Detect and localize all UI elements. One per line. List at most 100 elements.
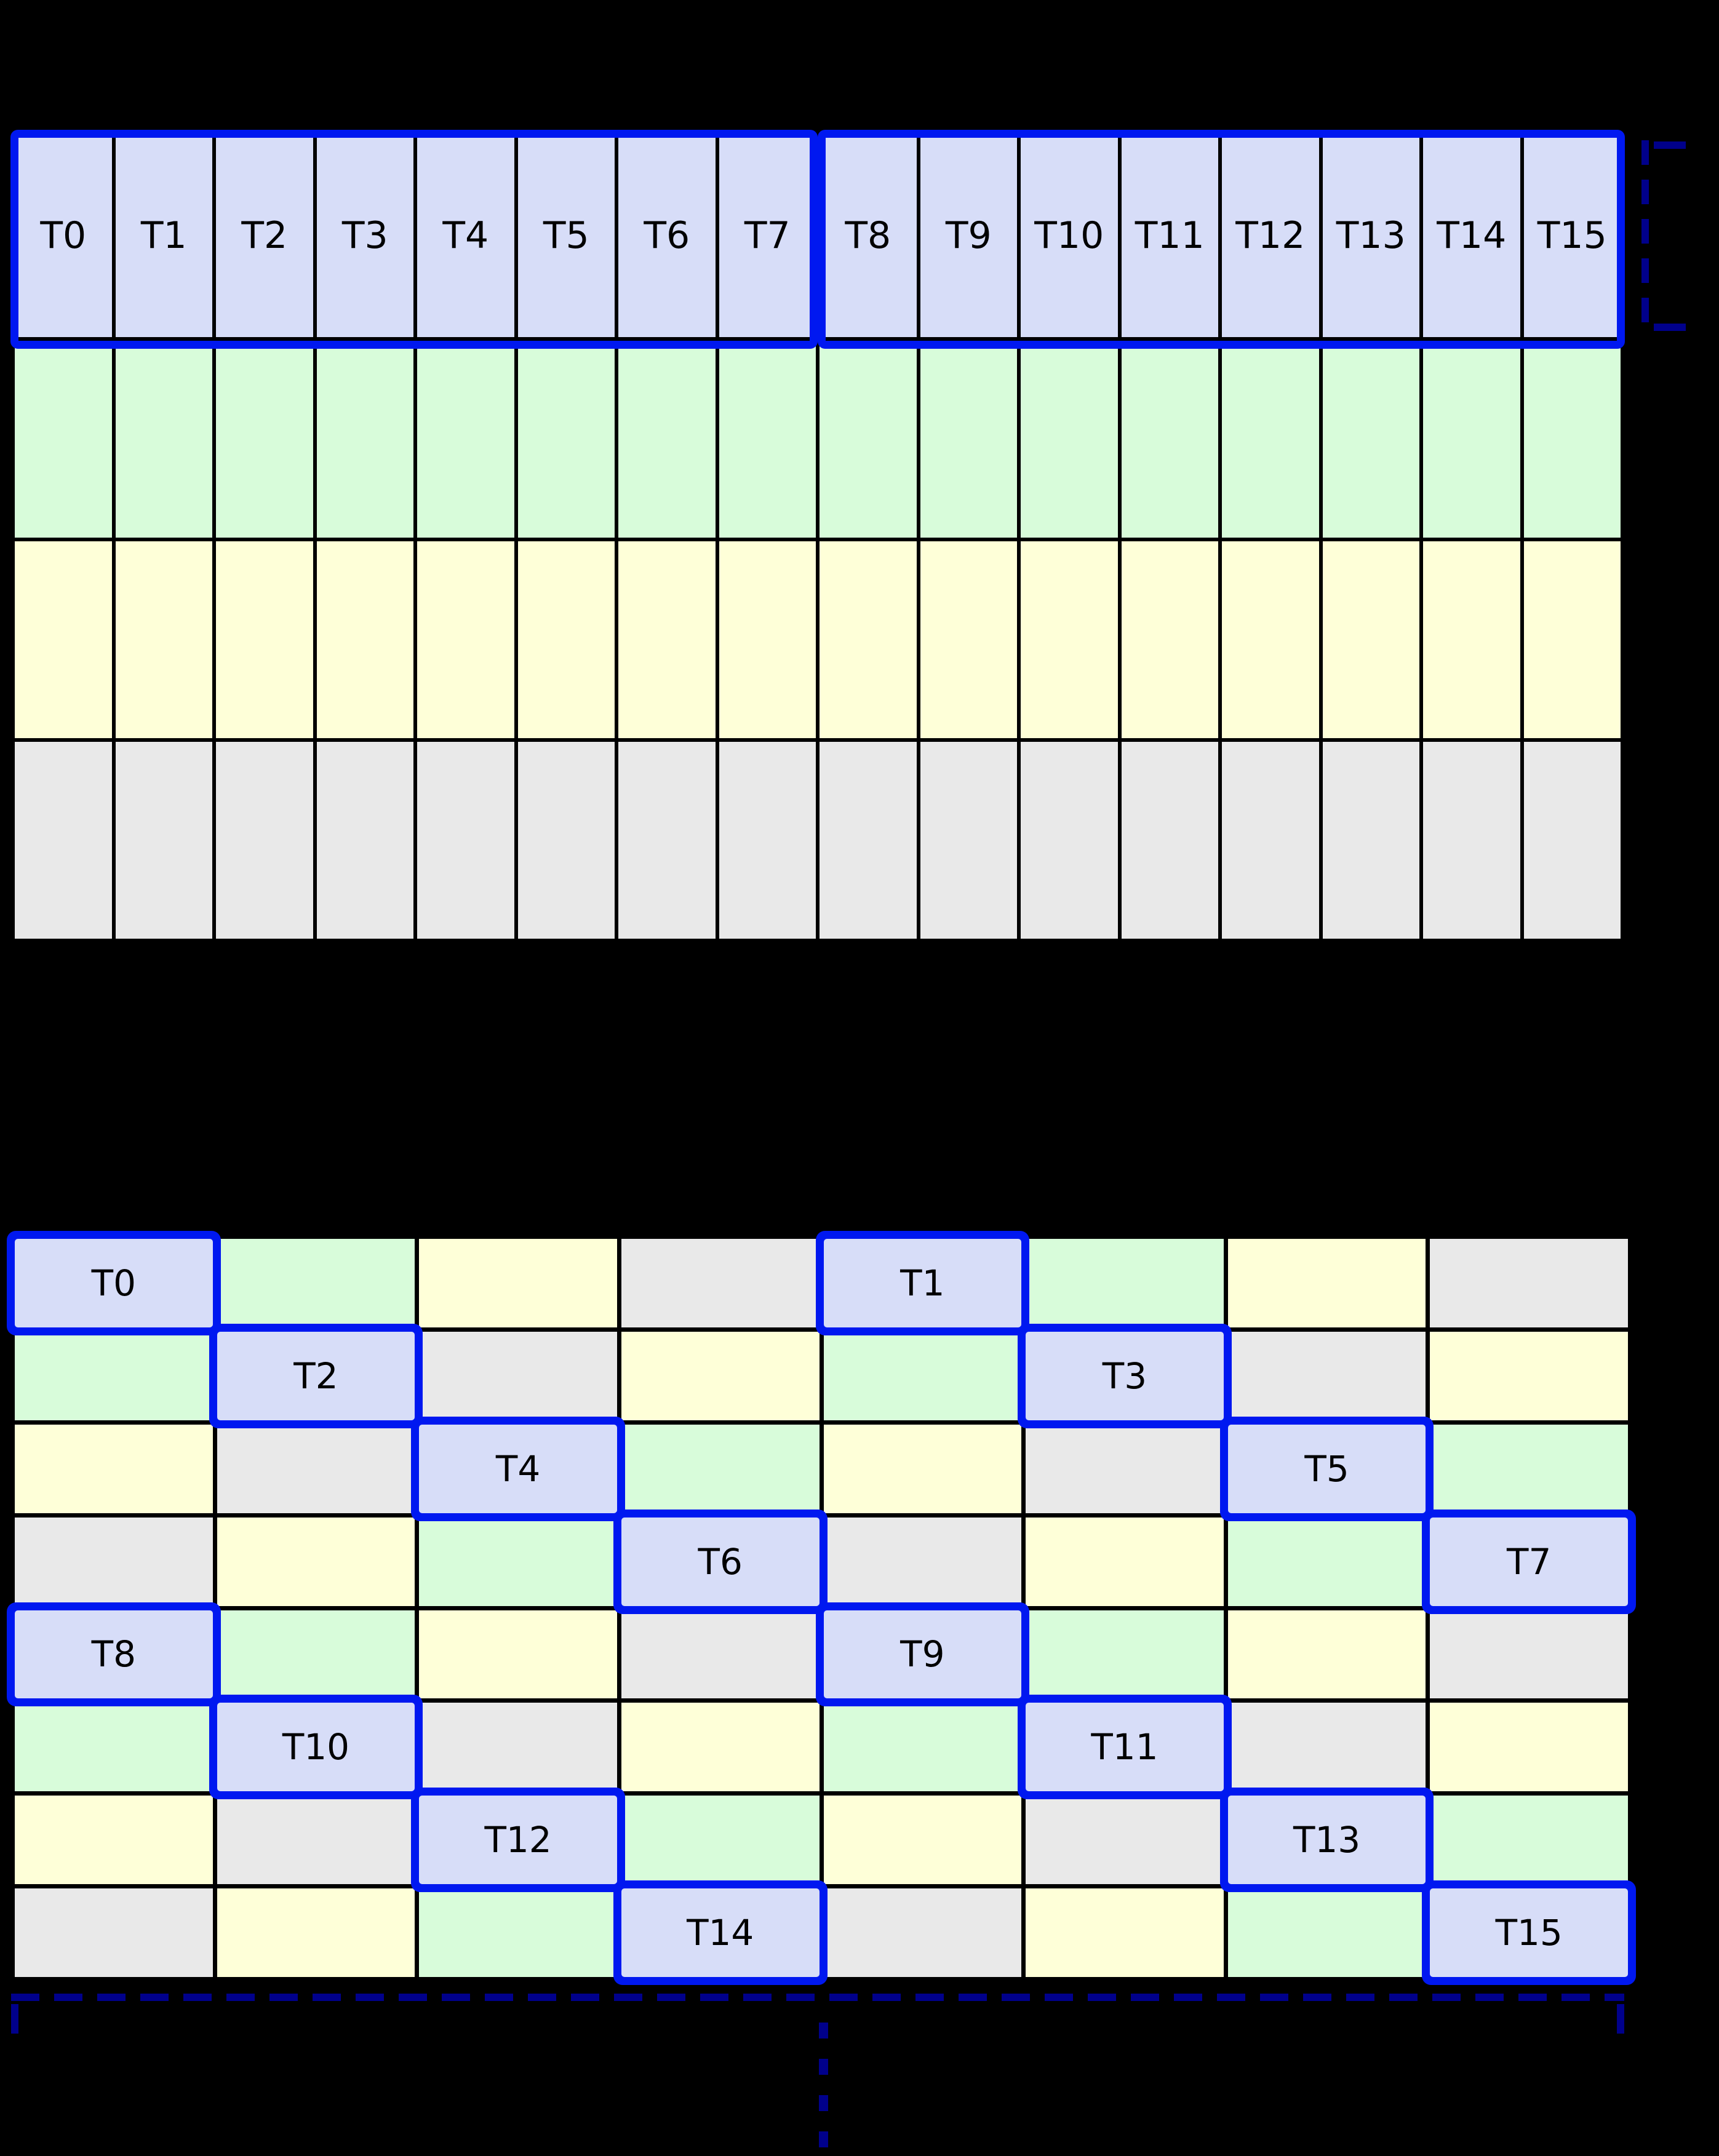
bottom-yellow-cell — [1026, 1888, 1224, 1977]
bottom-thread-cell: T10 — [217, 1703, 415, 1792]
top-thread-cell: T4 — [417, 134, 514, 337]
top-gray-cell — [1523, 742, 1621, 939]
top-yellow-cell — [316, 541, 413, 738]
bottom-green-cell — [419, 1517, 617, 1606]
bottom-thread-cell: T15 — [1430, 1888, 1628, 1977]
bottom-thread-cell: T14 — [621, 1888, 820, 1977]
bottom-green-cell — [823, 1703, 1022, 1792]
bottom-thread-cell: T11 — [1026, 1703, 1224, 1792]
bottom-yellow-cell — [217, 1517, 415, 1606]
continuation-ellipsis-icon — [819, 2023, 828, 2152]
bottom-yellow-cell — [621, 1703, 820, 1792]
top-yellow-cell — [115, 541, 212, 738]
top-gray-cell — [417, 742, 514, 939]
bracket-dashed-line — [11, 1994, 1624, 2001]
bottom-yellow-cell — [217, 1888, 415, 1977]
bottom-green-cell — [1430, 1796, 1628, 1885]
top-green-cell — [316, 341, 413, 538]
bottom-gray-cell — [621, 1610, 820, 1699]
bracket-left-tick — [11, 2004, 18, 2034]
bottom-thread-cell: T2 — [217, 1331, 415, 1420]
bottom-thread-cell: T9 — [823, 1610, 1022, 1699]
top-thread-cell: T0 — [15, 134, 112, 337]
bottom-gray-cell — [15, 1517, 213, 1606]
top-yellow-cell — [417, 541, 514, 738]
top-green-cell — [1322, 341, 1419, 538]
bottom-gray-cell — [621, 1239, 820, 1327]
bottom-gray-cell — [419, 1331, 617, 1420]
bottom-gray-cell — [15, 1888, 213, 1977]
bottom-green-cell — [1026, 1239, 1224, 1327]
bottom-gray-cell — [1227, 1703, 1426, 1792]
top-gray-cell — [316, 742, 413, 939]
bottom-gray-cell — [217, 1796, 415, 1885]
bottom-green-cell — [621, 1796, 820, 1885]
top-yellow-cell — [216, 541, 313, 738]
bottom-gray-cell — [1430, 1239, 1628, 1327]
top-thread-cell: T14 — [1423, 134, 1520, 337]
bottom-green-cell — [15, 1331, 213, 1420]
bottom-green-cell — [621, 1424, 820, 1513]
top-yellow-cell — [1523, 541, 1621, 738]
bottom-thread-cell: T8 — [15, 1610, 213, 1699]
top-yellow-cell — [1222, 541, 1319, 738]
top-gray-cell — [820, 742, 917, 939]
top-yellow-cell — [920, 541, 1017, 738]
bottom-thread-cell: T13 — [1227, 1796, 1426, 1885]
top-yellow-cell — [1121, 541, 1218, 738]
row-height-bracket — [1641, 140, 1686, 332]
bottom-green-cell — [1026, 1610, 1224, 1699]
top-yellow-cell — [15, 541, 112, 738]
top-yellow-cell — [1322, 541, 1419, 738]
top-green-cell — [820, 341, 917, 538]
top-thread-cell: T12 — [1222, 134, 1319, 337]
bottom-yellow-cell — [823, 1796, 1022, 1885]
top-gray-cell — [1121, 742, 1218, 939]
bottom-gray-cell — [217, 1424, 415, 1513]
top-gray-cell — [1021, 742, 1118, 939]
bottom-yellow-cell — [419, 1610, 617, 1699]
top-green-cell — [216, 341, 313, 538]
bottom-yellow-cell — [823, 1424, 1022, 1513]
bottom-green-cell — [217, 1610, 415, 1699]
top-thread-cell: T5 — [517, 134, 615, 337]
bottom-yellow-cell — [1430, 1331, 1628, 1420]
top-gray-cell — [719, 742, 816, 939]
bottom-gray-cell — [823, 1517, 1022, 1606]
bottom-green-cell — [1430, 1424, 1628, 1513]
top-gray-cell — [1423, 742, 1520, 939]
bracket-bottom-tick — [1654, 324, 1686, 331]
bottom-thread-cell: T6 — [621, 1517, 820, 1606]
bracket-top-tick — [1654, 141, 1686, 149]
bottom-thread-cell: T5 — [1227, 1424, 1426, 1513]
top-thread-cell: T11 — [1121, 134, 1218, 337]
top-green-cell — [719, 341, 816, 538]
top-green-cell — [1523, 341, 1621, 538]
bottom-thread-cell: T3 — [1026, 1331, 1224, 1420]
top-green-cell — [920, 341, 1017, 538]
top-gray-cell — [115, 742, 212, 939]
top-green-cell — [517, 341, 615, 538]
top-yellow-cell — [719, 541, 816, 738]
bottom-yellow-cell — [15, 1796, 213, 1885]
top-gray-cell — [920, 742, 1017, 939]
bottom-yellow-cell — [1227, 1610, 1426, 1699]
top-thread-cell: T10 — [1021, 134, 1118, 337]
bottom-thread-cell: T7 — [1430, 1517, 1628, 1606]
bottom-thread-cell: T12 — [419, 1796, 617, 1885]
top-yellow-cell — [1423, 541, 1520, 738]
top-grid: T0 T1 T2 T3 T4 T5 T6 T7 T8 T9 T10 T11 T12 T13 T14 T15 — [10, 130, 1625, 942]
top-yellow-cell — [820, 541, 917, 738]
top-gray-cell — [618, 742, 716, 939]
top-thread-cell: T13 — [1322, 134, 1419, 337]
top-gray-cell — [1222, 742, 1319, 939]
top-green-cell — [115, 341, 212, 538]
top-thread-cell: T8 — [820, 134, 917, 337]
bottom-green-cell — [419, 1888, 617, 1977]
top-green-cell — [1021, 341, 1118, 538]
bottom-thread-cell: T0 — [15, 1239, 213, 1327]
bottom-thread-cell: T1 — [823, 1239, 1022, 1327]
bottom-yellow-cell — [1430, 1703, 1628, 1792]
top-thread-cell: T2 — [216, 134, 313, 337]
